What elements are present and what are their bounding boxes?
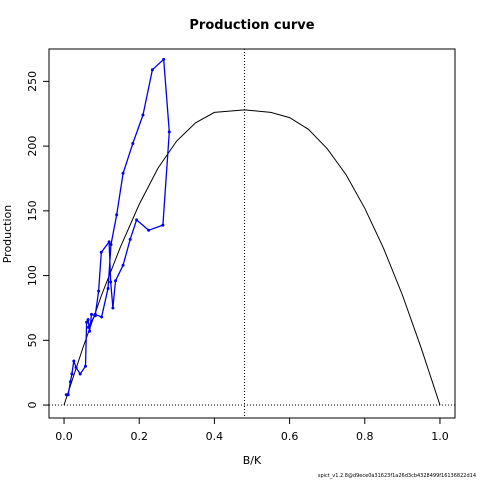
observed-point	[121, 171, 125, 175]
observed-point	[114, 279, 118, 283]
observed-point	[74, 366, 78, 370]
observed-point	[100, 315, 104, 319]
observed-point	[106, 287, 110, 291]
x-axis: 0.0 0.2 0.4 0.6 0.8 1.0	[55, 417, 449, 443]
observed-point	[131, 142, 135, 146]
chart-title: Production curve	[189, 18, 314, 33]
observed-point	[107, 240, 111, 244]
y-tick-label: 150	[26, 200, 39, 221]
theoretical-production-curve	[63, 109, 441, 406]
observed-point	[78, 372, 82, 376]
observed-point	[147, 228, 151, 232]
observed-point	[70, 372, 74, 376]
observed-point	[66, 393, 70, 397]
x-tick-label: 1.0	[431, 430, 449, 443]
observed-point	[89, 312, 93, 316]
observed-point	[161, 223, 165, 227]
observed-point	[93, 312, 97, 316]
y-tick-label: 100	[26, 265, 39, 286]
observed-point	[83, 364, 87, 368]
observed-point	[141, 113, 145, 117]
observed-point	[97, 289, 101, 293]
observed-point	[167, 130, 171, 134]
reference-lines	[49, 49, 455, 418]
observed-point	[85, 320, 89, 324]
observed-point	[128, 237, 132, 241]
y-axis-label: Production	[1, 205, 14, 264]
x-tick-label: 0.4	[206, 430, 224, 443]
plot-frame	[48, 48, 456, 419]
observed-point	[150, 68, 154, 72]
y-tick-label: 200	[26, 136, 39, 157]
x-tick-label: 0.8	[356, 430, 374, 443]
y-tick-label: 250	[26, 71, 39, 92]
x-axis-label: B/K	[243, 454, 262, 467]
observed-point	[86, 325, 90, 329]
footnote: spict_v1.2.8@d9ece0a31623f1a26d3cb432849…	[318, 473, 476, 479]
observed-point	[135, 218, 139, 222]
observed-point	[72, 359, 76, 363]
observed-point	[68, 380, 72, 384]
observed-production-line	[66, 58, 170, 396]
y-tick-label: 50	[26, 333, 39, 347]
observed-point	[121, 263, 125, 267]
x-tick-label: 0.6	[281, 430, 299, 443]
observed-point	[162, 57, 166, 61]
observed-point	[99, 250, 103, 254]
series-layer	[63, 57, 441, 406]
observed-point	[109, 243, 113, 247]
observed-point	[111, 306, 115, 310]
x-tick-label: 0.2	[130, 430, 148, 443]
observed-point	[115, 213, 119, 217]
observed-point	[88, 329, 92, 333]
observed-point	[109, 280, 113, 284]
observed-point	[86, 318, 90, 322]
y-axis: 0 50 100 150 200 250	[26, 71, 49, 409]
x-tick-label: 0.0	[55, 430, 73, 443]
y-tick-label: 0	[26, 402, 39, 409]
